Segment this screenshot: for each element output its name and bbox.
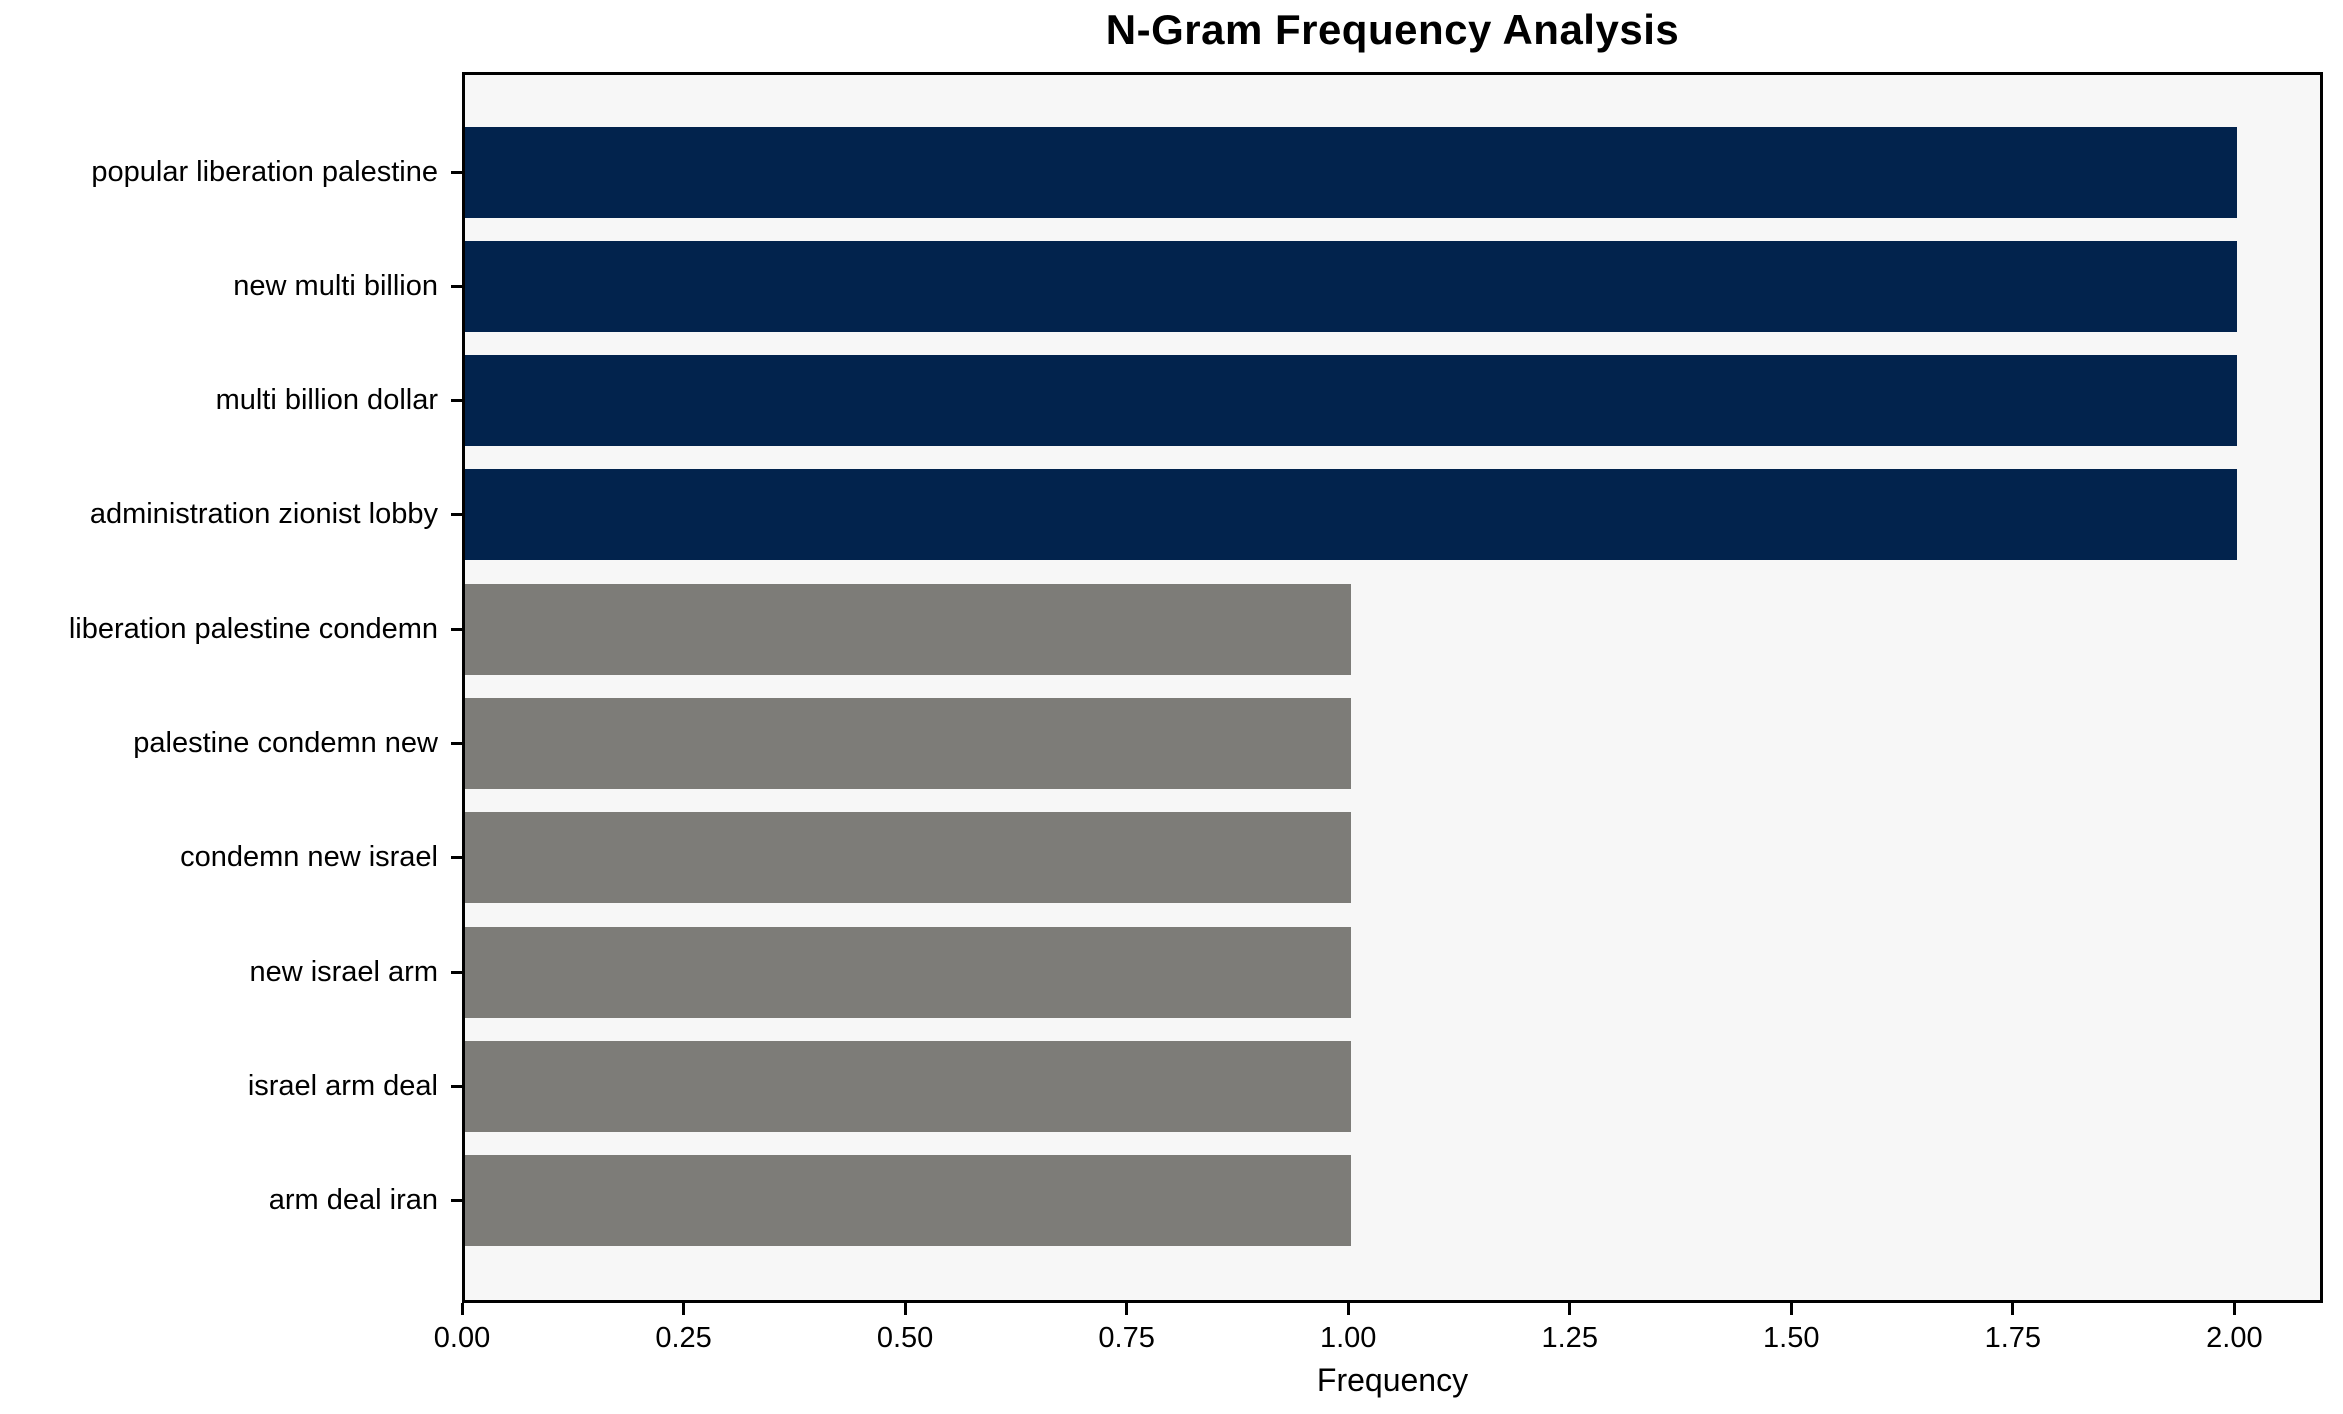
y-tick-mark [451, 284, 462, 288]
x-tick-mark [2011, 1303, 2015, 1315]
y-tick-label: arm deal iran [268, 1184, 438, 1217]
x-tick-label: 0.00 [433, 1322, 491, 1354]
y-tick-label: israel arm deal [247, 1069, 438, 1102]
y-tick-mark [451, 856, 462, 860]
y-tick-mark [451, 970, 462, 974]
y-tick-mark [451, 1084, 462, 1088]
y-tick-mark [451, 627, 462, 631]
y-tick-label: administration zionist lobby [89, 498, 438, 531]
bar [465, 698, 1352, 789]
x-tick-mark [903, 1303, 907, 1315]
x-tick-mark [2232, 1303, 2236, 1315]
bar [465, 126, 2238, 218]
plot-area [462, 72, 2323, 1303]
y-tick-label: popular liberation palestine [91, 155, 438, 188]
bar [465, 1040, 1352, 1132]
bar [465, 583, 1352, 675]
bar [465, 240, 2238, 332]
y-tick-mark [451, 513, 462, 517]
x-tick-mark [682, 1303, 686, 1315]
y-tick-label: new israel arm [249, 955, 438, 988]
x-tick-label: 1.25 [1541, 1322, 1598, 1354]
y-tick-label: condemn new israel [180, 841, 438, 874]
x-tick-label: 2.00 [2206, 1322, 2263, 1354]
y-tick-mark [451, 399, 462, 403]
x-tick-mark [1346, 1303, 1350, 1315]
x-tick-label: 0.25 [655, 1322, 712, 1354]
x-tick-mark [1125, 1303, 1129, 1315]
y-tick-mark [451, 170, 462, 174]
x-tick-mark [1568, 1303, 1572, 1315]
y-tick-label: palestine condemn new [133, 727, 438, 759]
x-tick-label: 1.50 [1763, 1322, 1820, 1354]
bar [465, 469, 2238, 561]
x-tick-label: 1.75 [1984, 1322, 2042, 1354]
bar [465, 355, 2238, 447]
y-tick-label: multi billion dollar [215, 384, 438, 417]
chart-title: N-Gram Frequency Analysis [1105, 6, 1680, 53]
x-tick-label: 0.50 [876, 1322, 934, 1354]
y-tick-mark [451, 1199, 462, 1203]
y-tick-mark [451, 742, 462, 745]
x-axis-label: Frequency [1316, 1362, 1469, 1398]
x-tick-mark [1789, 1303, 1793, 1315]
y-tick-label: liberation palestine condemn [68, 612, 438, 645]
x-tick-label: 1.00 [1319, 1322, 1377, 1354]
bar [465, 926, 1352, 1018]
x-tick-mark [460, 1303, 464, 1315]
x-tick-label: 0.75 [1098, 1322, 1155, 1354]
bar [465, 1155, 1352, 1247]
y-tick-label: new multi billion [233, 269, 438, 302]
bar [465, 812, 1352, 904]
